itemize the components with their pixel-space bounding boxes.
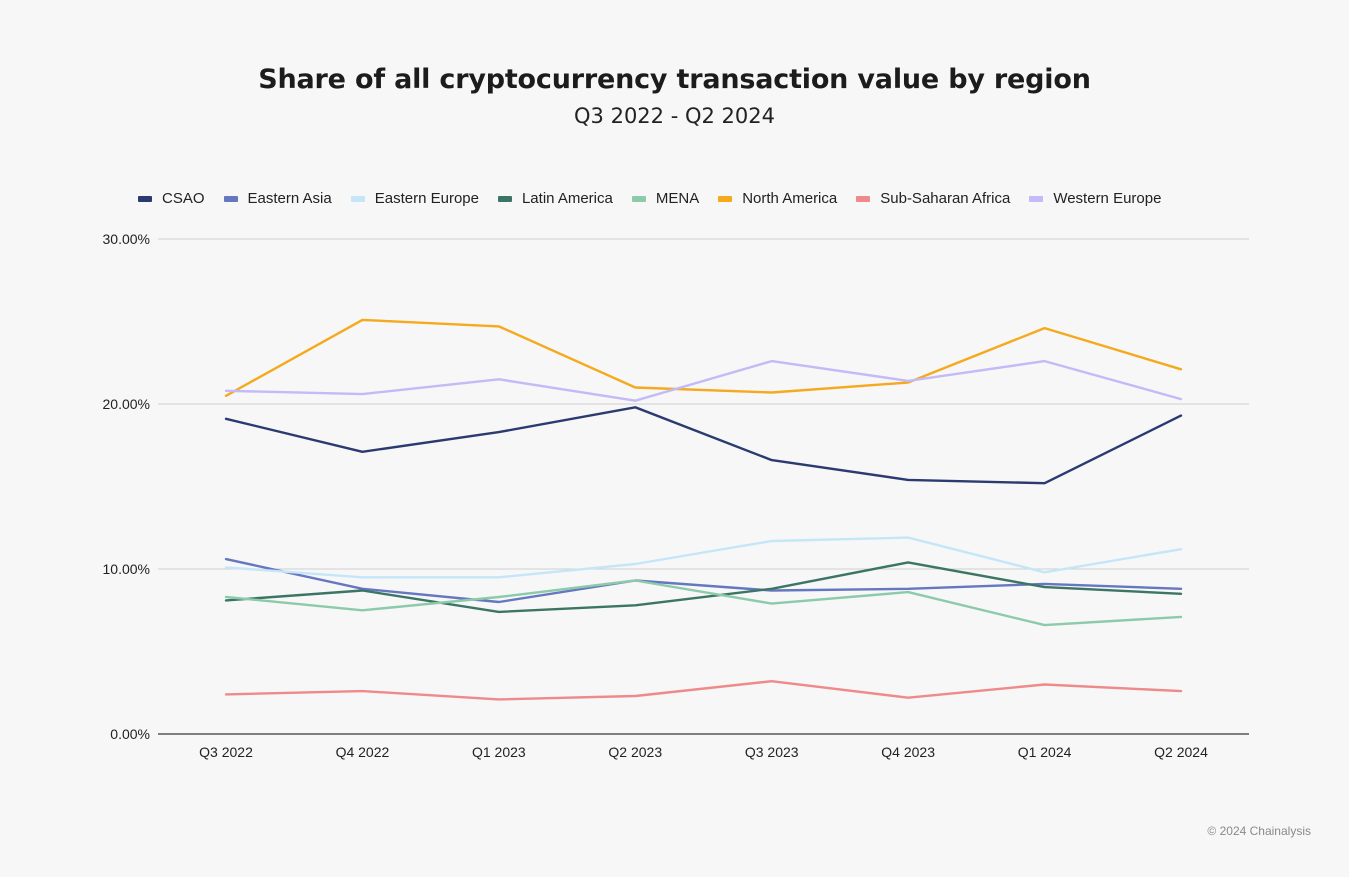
legend-swatch	[718, 195, 733, 202]
series-line-sub-saharan-africa	[224, 680, 1183, 701]
x-tick-label: Q1 2023	[472, 744, 526, 760]
legend-label: Eastern Asia	[247, 190, 332, 207]
chart-title: Share of all cryptocurrency transaction …	[258, 64, 1091, 95]
y-tick-label: 0.00%	[110, 726, 150, 742]
series-line-western-europe	[224, 359, 1183, 402]
legend-label: Sub-Saharan Africa	[880, 190, 1011, 207]
legend-swatch	[350, 195, 365, 202]
legend-label: Western Europe	[1053, 190, 1162, 207]
series-line-north-america	[224, 318, 1183, 397]
x-tick-label: Q3 2023	[745, 744, 799, 760]
y-tick-label: 10.00%	[103, 561, 150, 577]
legend-label: North America	[742, 190, 838, 207]
legend-swatch	[631, 195, 646, 202]
series-line-eastern-asia	[224, 557, 1183, 604]
legend-swatch	[138, 195, 152, 202]
series-line-mena	[224, 579, 1183, 627]
legend-item-north-america: North America	[718, 190, 837, 207]
legend-item-latin-america: Latin America	[497, 190, 613, 207]
legend-swatch	[223, 195, 238, 202]
legend-item-eastern-europe: Eastern Europe	[350, 190, 479, 207]
legend-label: Eastern Europe	[374, 190, 479, 207]
legend-item-mena: MENA	[631, 190, 700, 207]
y-tick-label: 30.00%	[103, 231, 150, 247]
x-tick-label: Q3 2022	[199, 744, 253, 760]
x-tick-label: Q4 2023	[881, 744, 935, 760]
legend-label: MENA	[655, 190, 700, 207]
legend-swatch	[856, 195, 871, 202]
x-tick-label: Q2 2023	[608, 744, 662, 760]
chart-subtitle: Q3 2022 - Q2 2024	[574, 104, 775, 128]
legend-item-sub-saharan-africa: Sub-Saharan Africa	[856, 190, 1010, 207]
legend-label: CSAO	[162, 190, 205, 207]
legend-item-eastern-asia: Eastern Asia	[223, 190, 332, 207]
y-tick-label: 20.00%	[103, 396, 150, 412]
legend-item-western-europe: Western Europe	[1029, 190, 1161, 207]
legend-swatch	[497, 195, 512, 202]
x-tick-label: Q2 2024	[1154, 744, 1208, 760]
series-line-csao	[224, 406, 1183, 485]
legend-label: Latin America	[521, 190, 613, 207]
chart-legend: CSAO Eastern Asia Eastern Europe Latin Amer…	[138, 190, 1180, 207]
x-tick-label: Q4 2022	[336, 744, 390, 760]
copyright-notice: © 2024 Chainalysis	[1207, 824, 1311, 838]
series-line-eastern-europe	[224, 536, 1183, 579]
legend-swatch	[1029, 195, 1044, 202]
series-line-latin-america	[224, 561, 1183, 614]
x-tick-label: Q1 2024	[1018, 744, 1072, 760]
legend-item-csao: CSAO	[138, 190, 205, 207]
